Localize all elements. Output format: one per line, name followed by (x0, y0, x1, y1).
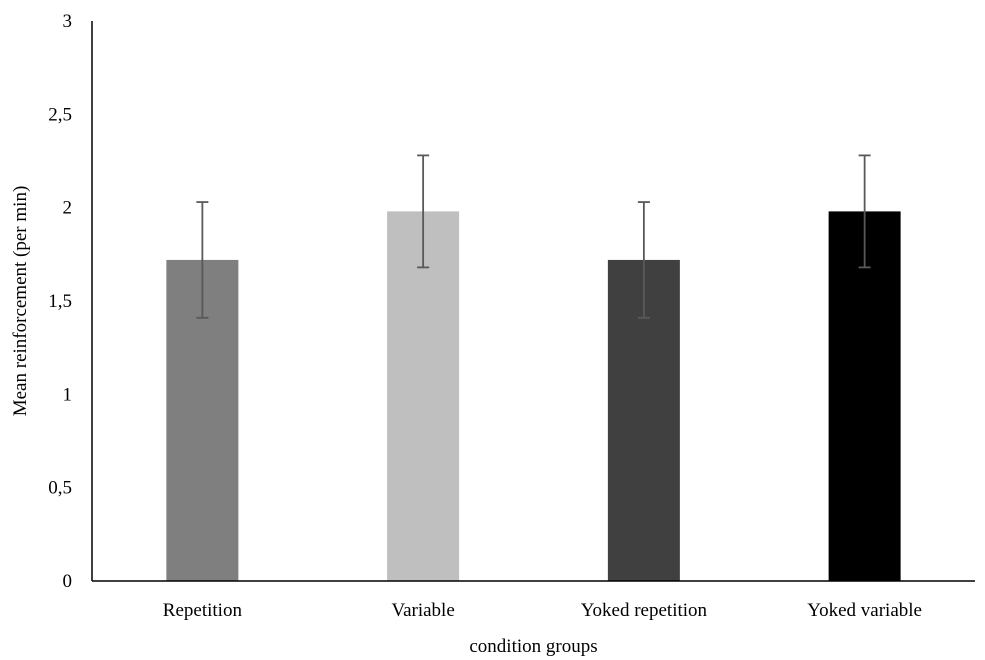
y-tick-label: 0 (63, 571, 73, 592)
error-bars (196, 154, 871, 319)
bar (828, 211, 901, 581)
bars (166, 211, 901, 581)
error-bar (196, 201, 209, 319)
x-tick-label: Variable (391, 600, 454, 621)
x-axis-labels: Repetition Variable Yoked repetition Yoked … (163, 600, 922, 621)
y-tick-label: 0,5 (48, 478, 72, 499)
y-tick-label: 3 (63, 11, 73, 32)
y-tick-label: 1,5 (48, 291, 72, 312)
x-tick-label: Yoked repetition (581, 600, 708, 621)
y-tick-label: 1 (63, 384, 73, 405)
error-bar (858, 154, 871, 269)
y-tick-label: 2,5 (48, 104, 72, 125)
x-axis-title: condition groups (469, 636, 597, 657)
x-tick-label: Yoked variable (807, 600, 922, 621)
y-axis-title: Mean reinforcement (per min) (10, 186, 31, 417)
y-axis-ticks: 0 0,5 1 1,5 2 2,5 3 (48, 11, 72, 592)
error-bar (417, 154, 430, 269)
x-tick-label: Repetition (163, 600, 243, 621)
bar (387, 211, 460, 581)
y-tick-label: 2 (63, 198, 73, 219)
error-bar (637, 201, 650, 319)
